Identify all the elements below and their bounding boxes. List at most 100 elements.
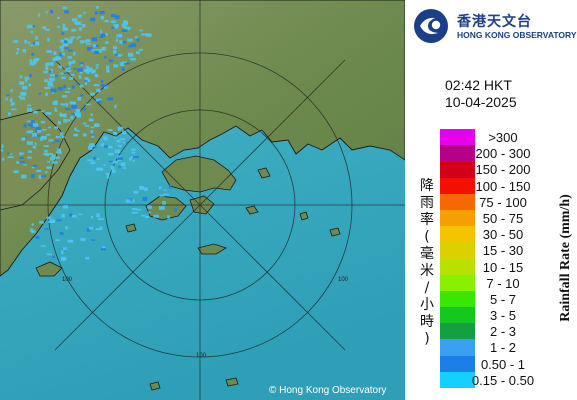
rain-echo: [96, 158, 100, 160]
rain-echo: [11, 108, 17, 111]
rain-echo: [27, 120, 32, 123]
rain-echo: [57, 86, 63, 91]
rain-echo: [45, 92, 48, 97]
rain-echo: [77, 36, 81, 38]
legend-label: 7 - 10: [486, 275, 520, 291]
rain-echo: [52, 57, 57, 62]
rain-echo: [87, 67, 93, 72]
rain-echo: [104, 145, 108, 148]
radar-time: 02:42 HKT: [445, 77, 512, 93]
rain-echoes: [0, 6, 177, 261]
rain-echo: [61, 214, 65, 218]
rain-echo: [87, 159, 94, 162]
rain-echo: [29, 59, 33, 62]
rain-echo: [56, 26, 61, 28]
rain-echo: [111, 169, 116, 173]
rain-echo: [62, 27, 68, 31]
rain-echo: [52, 255, 55, 259]
rain-echo: [63, 113, 67, 118]
hko-logo[interactable]: 香港天文台 HONG KONG OBSERVATORY: [413, 8, 577, 44]
rain-echo: [59, 45, 64, 49]
rain-echo: [129, 157, 132, 161]
rain-echo: [120, 162, 126, 167]
rain-echo: [64, 10, 70, 14]
rain-echo: [114, 25, 118, 29]
rain-echo: [80, 64, 83, 67]
rain-echo: [24, 39, 27, 44]
rain-echo: [127, 52, 134, 57]
rain-echo: [54, 107, 57, 112]
logo-name-en: HONG KONG OBSERVATORY: [457, 30, 577, 40]
rain-echo: [109, 160, 114, 163]
rain-echo: [95, 98, 102, 102]
rain-echo: [123, 167, 126, 169]
rain-echo: [90, 215, 94, 219]
rain-echo: [69, 38, 74, 41]
rain-echo: [94, 11, 98, 15]
rain-echo: [65, 108, 71, 111]
rain-echo: [119, 138, 126, 140]
rain-echo: [96, 6, 99, 9]
rain-echo: [110, 20, 117, 23]
rain-echo: [90, 17, 96, 22]
rain-echo: [167, 215, 170, 219]
legend-label: 0.15 - 0.50: [471, 372, 535, 388]
rain-echo: [159, 206, 165, 210]
rain-echo: [27, 141, 33, 145]
legend-swatch: [440, 339, 475, 356]
rain-echo: [130, 43, 137, 47]
range-label-west: 100: [62, 277, 73, 283]
rain-echo: [54, 126, 59, 129]
rain-echo: [83, 133, 87, 137]
rain-echo: [21, 174, 27, 179]
rain-echo: [159, 194, 165, 197]
rain-echo: [27, 104, 31, 107]
rain-echo: [77, 67, 83, 72]
rain-echo: [56, 151, 62, 154]
rain-echo: [65, 91, 70, 93]
rain-echo: [71, 104, 77, 109]
rain-echo: [79, 94, 84, 97]
rain-echo: [125, 199, 131, 203]
rain-echo: [99, 11, 105, 15]
legend-panel: 香港天文台 HONG KONG OBSERVATORY 02:42 HKT 10…: [405, 0, 577, 400]
rain-echo: [46, 133, 51, 136]
legend-swatch: [440, 129, 475, 146]
rain-echo: [40, 136, 47, 140]
rain-echo: [74, 21, 81, 25]
rain-echo: [79, 84, 84, 88]
rain-echo: [20, 91, 27, 96]
rain-echo: [72, 214, 77, 218]
rain-echo: [124, 62, 130, 65]
rain-echo: [106, 174, 110, 179]
rain-echo: [64, 47, 69, 50]
rain-echo: [55, 74, 58, 77]
rain-echo: [63, 84, 67, 89]
rain-echo: [49, 219, 55, 223]
rain-echo: [32, 145, 37, 149]
rain-echo: [45, 66, 49, 71]
rain-echo: [153, 214, 159, 218]
rain-echo: [94, 73, 99, 78]
radar-map[interactable]: 100 100 100 © Hong Kong Observatory: [0, 0, 405, 400]
legend-swatch: [440, 161, 475, 178]
rain-echo: [6, 94, 10, 97]
rain-echo: [63, 205, 68, 209]
rain-echo: [19, 151, 22, 156]
rain-echo: [1, 144, 4, 149]
rain-echo: [45, 112, 52, 115]
rain-echo: [44, 79, 49, 83]
rain-echo: [111, 26, 115, 29]
rain-echo: [85, 103, 92, 106]
rain-echo: [71, 113, 75, 116]
rain-echo: [79, 40, 84, 44]
rain-echo: [136, 51, 140, 55]
rain-echo: [76, 82, 79, 85]
rain-echo: [90, 130, 94, 134]
rain-echo: [59, 231, 64, 235]
rain-echo: [78, 213, 83, 216]
rain-echo: [85, 65, 89, 68]
rain-echo: [62, 43, 68, 47]
rain-echo: [121, 61, 127, 63]
svg-text:Rainfall Rate (mm/h): Rainfall Rate (mm/h): [558, 194, 573, 322]
